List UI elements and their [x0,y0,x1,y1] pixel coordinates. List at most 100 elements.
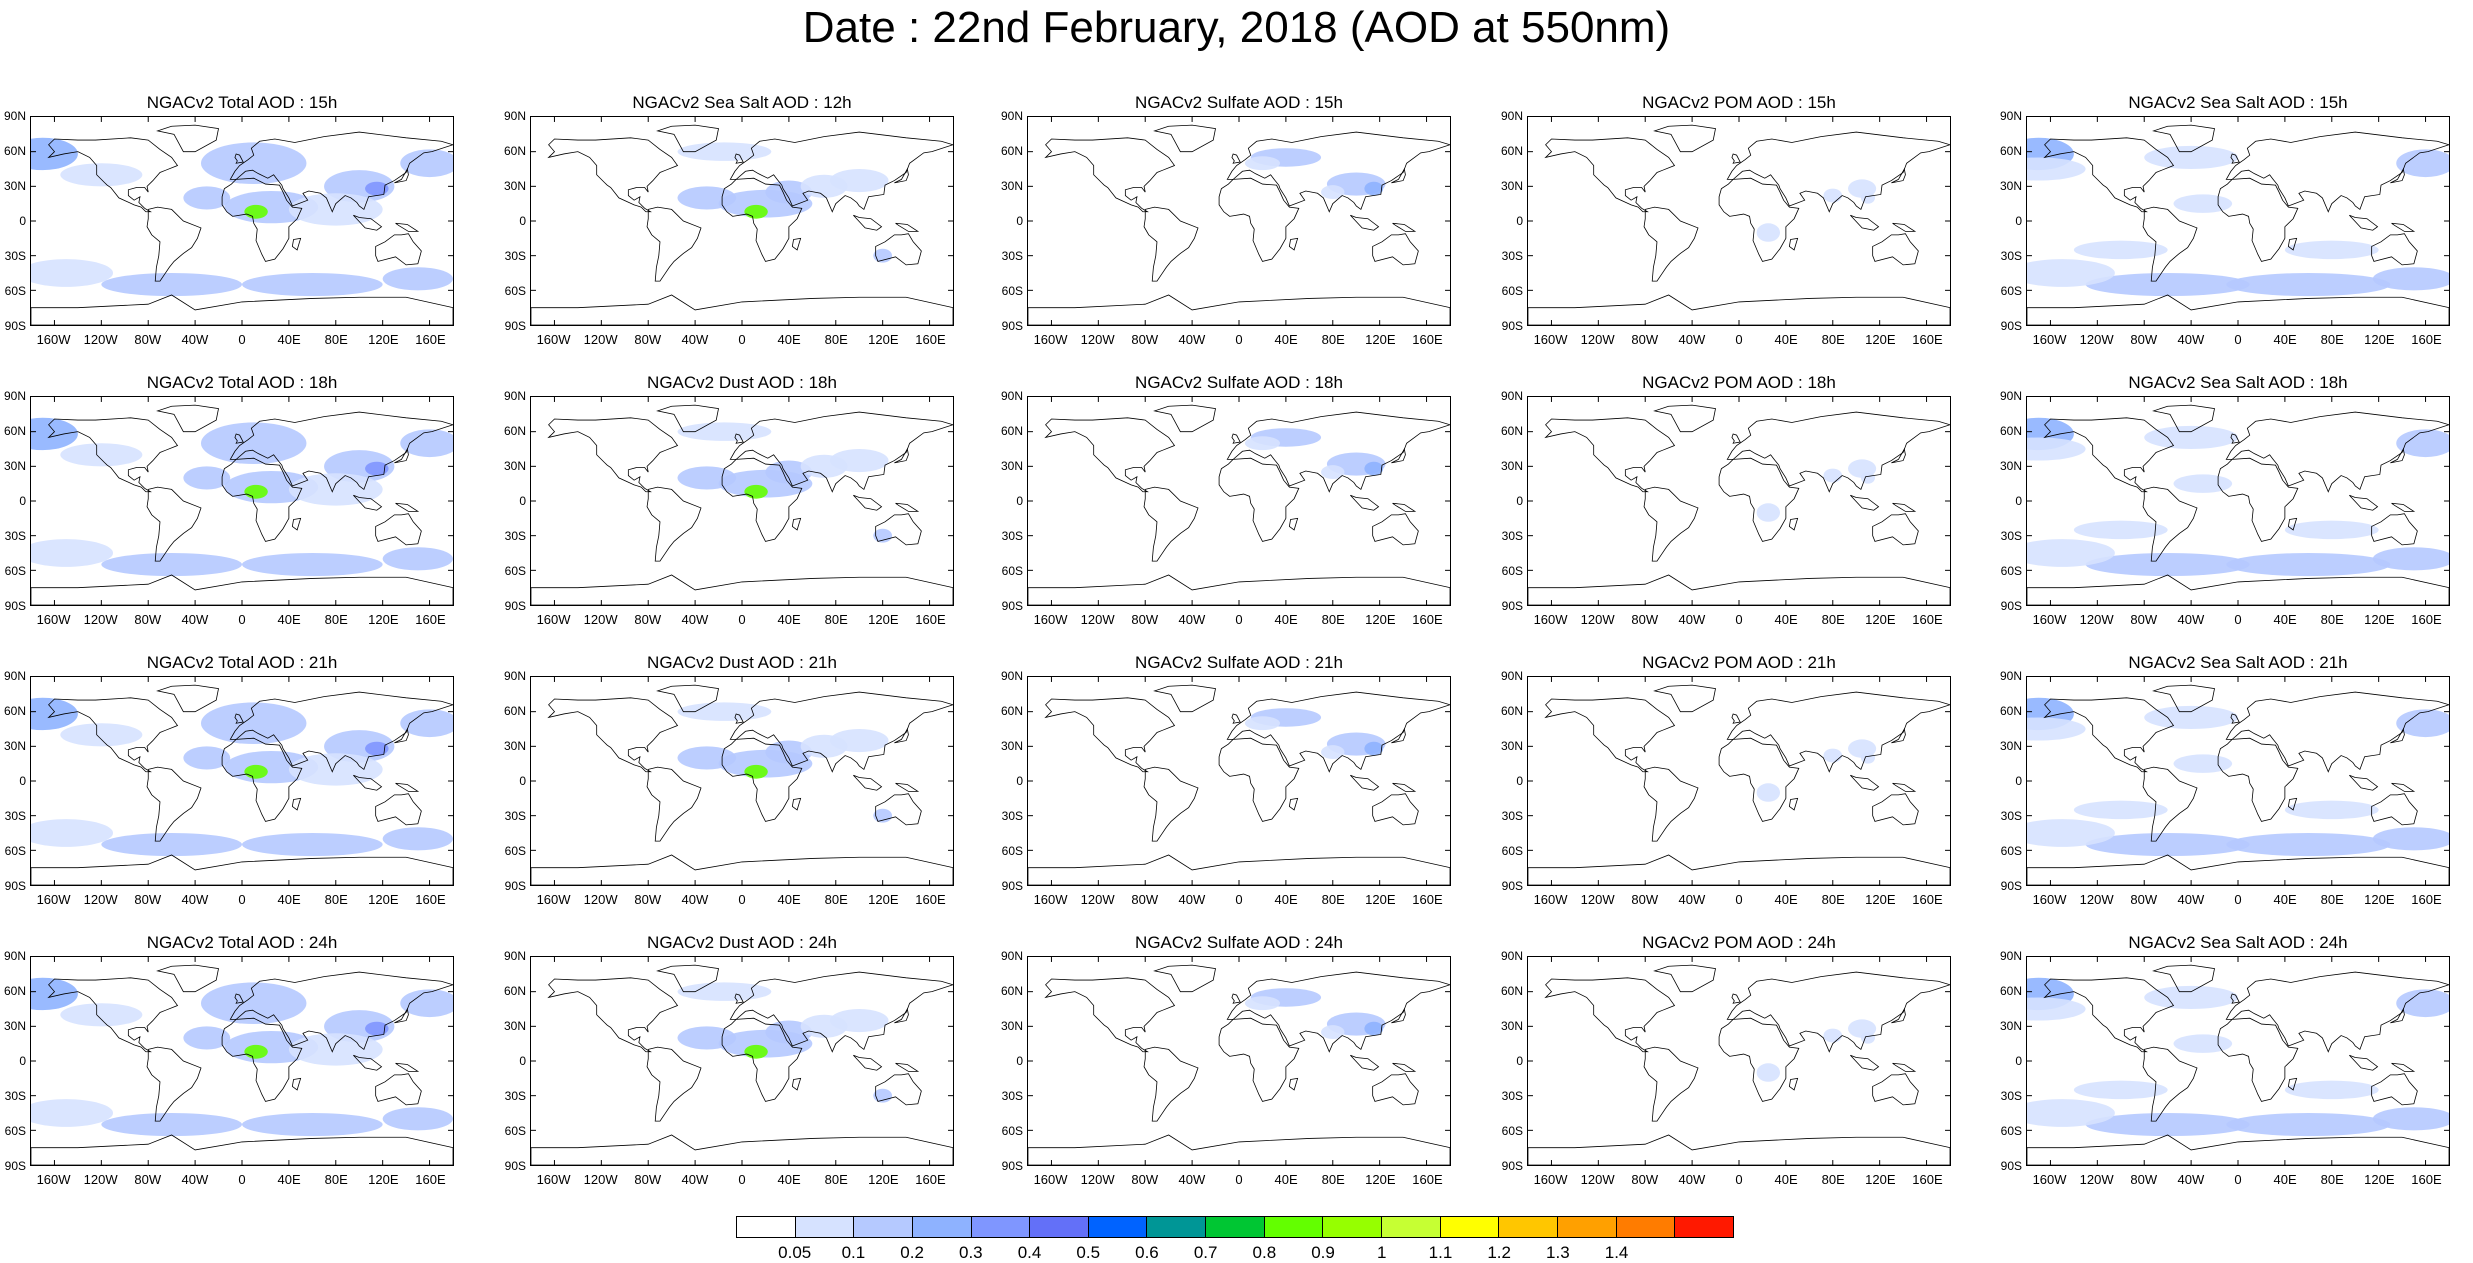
lat-tick-label: 90N [3,109,26,123]
aod-field [2372,827,2449,851]
lon-tick-label: 0 [1735,1172,1743,1187]
aod-field [1823,188,1843,203]
coastline [395,782,420,792]
coastline [1143,1046,1199,1122]
lat-tick-label: 30S [1501,809,1523,823]
coastline [1653,404,1716,433]
lon-tick-label: 80W [2130,892,2158,907]
coastline [1044,977,1176,1053]
coastline [2390,167,2405,184]
aod-field [677,746,737,770]
lon-tick-label: 0 [238,892,246,907]
coastline [2391,222,2416,232]
lat-tick-label: 60S [2000,284,2022,298]
lon-tick-label: 0 [738,332,746,347]
map-panel: NGACv2 Sea Salt AOD : 15h 90N 60N 30N 0 30S 60… [1996,92,2466,352]
lon-tick-label: 120W [1080,1172,1115,1187]
aod-field [2372,547,2449,571]
aod-field [2284,800,2379,820]
colorbar-label: 0.5 [1076,1243,1101,1262]
lat-tick-label: 60S [1001,844,1023,858]
panel-title: NGACv2 Dust AOD : 18h [647,373,837,392]
lat-tick-label: 90N [3,389,26,403]
aod-field [1756,783,1781,802]
lat-tick-label: 30N [1000,1019,1023,1033]
coastline [234,153,244,164]
aod-field [677,142,772,161]
aod-field [677,982,772,1001]
map-panel: NGACv2 Total AOD : 21h 90N 60N 30N 0 30S 60S 90… [0,652,470,912]
coastline [729,131,953,213]
lon-tick-label: 160E [1912,1172,1943,1187]
aod-field [244,204,268,219]
aod-field [2226,833,2391,857]
aod-field [677,422,772,441]
lon-tick-label: 40E [777,892,801,907]
lon-tick-label: 160W [36,612,71,627]
colorbar-label: 0.6 [1135,1243,1159,1262]
lat-tick-label: 90N [3,949,26,963]
coastline [394,1007,409,1024]
coastline [2027,294,2449,325]
lon-tick-label: 120E [368,612,399,627]
lat-tick-label: 0 [2015,774,2022,788]
aod-map [2027,397,2449,605]
aod-field [365,741,389,756]
coastline [31,574,453,605]
coastline [646,1046,702,1122]
lon-tick-label: 160E [915,1172,946,1187]
map-panel: NGACv2 Sea Salt AOD : 21h 90N 60N 30N 0 30S 60… [1996,652,2466,912]
aod-field [2073,1080,2168,1100]
lon-tick-label: 40E [2273,1172,2297,1187]
lat-tick-label: 60N [1500,984,1523,998]
aod-field [31,977,78,1011]
lat-tick-label: 30N [1500,179,1523,193]
aod-field [365,181,389,196]
coastline [1643,1046,1699,1122]
aod-field [183,466,231,490]
coastline [875,793,922,826]
lat-tick-label: 60N [503,984,526,998]
panel-title: NGACv2 Dust AOD : 24h [647,933,837,952]
colorbar-label: 1.4 [1604,1243,1629,1262]
lon-tick-label: 160W [536,1172,571,1187]
map-panel: NGACv2 Dust AOD : 24h 90N 60N 30N 0 30S 60S 90S… [500,932,970,1192]
lon-tick-label: 40W [181,332,209,347]
colorbar-label: 0.1 [841,1243,866,1262]
lat-tick-label: 30N [3,1019,26,1033]
lon-tick-label: 40E [1774,612,1798,627]
lon-tick-label: 160E [1912,612,1943,627]
coastline [791,517,802,531]
coastline [2349,774,2379,791]
coastline [2371,233,2418,266]
lat-tick-label: 90S [1501,319,1523,333]
map-panel: NGACv2 Total AOD : 15h 90N 60N 30N 0 30S 60S 90… [0,92,470,352]
coastline [2043,137,2175,213]
colorbar-swatch [1030,1217,1089,1237]
coastline [1226,411,1450,493]
coastline [1218,177,1300,262]
lat-tick-label: 90N [1999,389,2022,403]
coastline [853,1054,883,1071]
lon-tick-label: 120W [1080,612,1115,627]
lon-tick-label: 120E [1865,1172,1896,1187]
coastline [395,1062,420,1072]
aod-field [2027,819,2115,847]
lon-tick-label: 120E [368,1172,399,1187]
lon-tick-label: 120W [83,892,118,907]
aod-field [1321,465,1345,480]
lat-tick-label: 0 [19,774,26,788]
lat-tick-label: 30N [503,739,526,753]
lat-tick-label: 90S [2000,599,2022,613]
coastline [1288,797,1299,811]
aod-field [200,982,307,1025]
lon-tick-label: 80E [824,612,848,627]
coastline [146,766,202,842]
aod-field [2372,1107,2449,1131]
aod-field [2173,1034,2233,1053]
lon-tick-label: 80E [1321,1172,1345,1187]
map-frame [2026,396,2450,606]
lat-tick-label: 30S [2000,809,2022,823]
coastline [895,1062,920,1072]
lat-tick-label: 0 [19,214,26,228]
